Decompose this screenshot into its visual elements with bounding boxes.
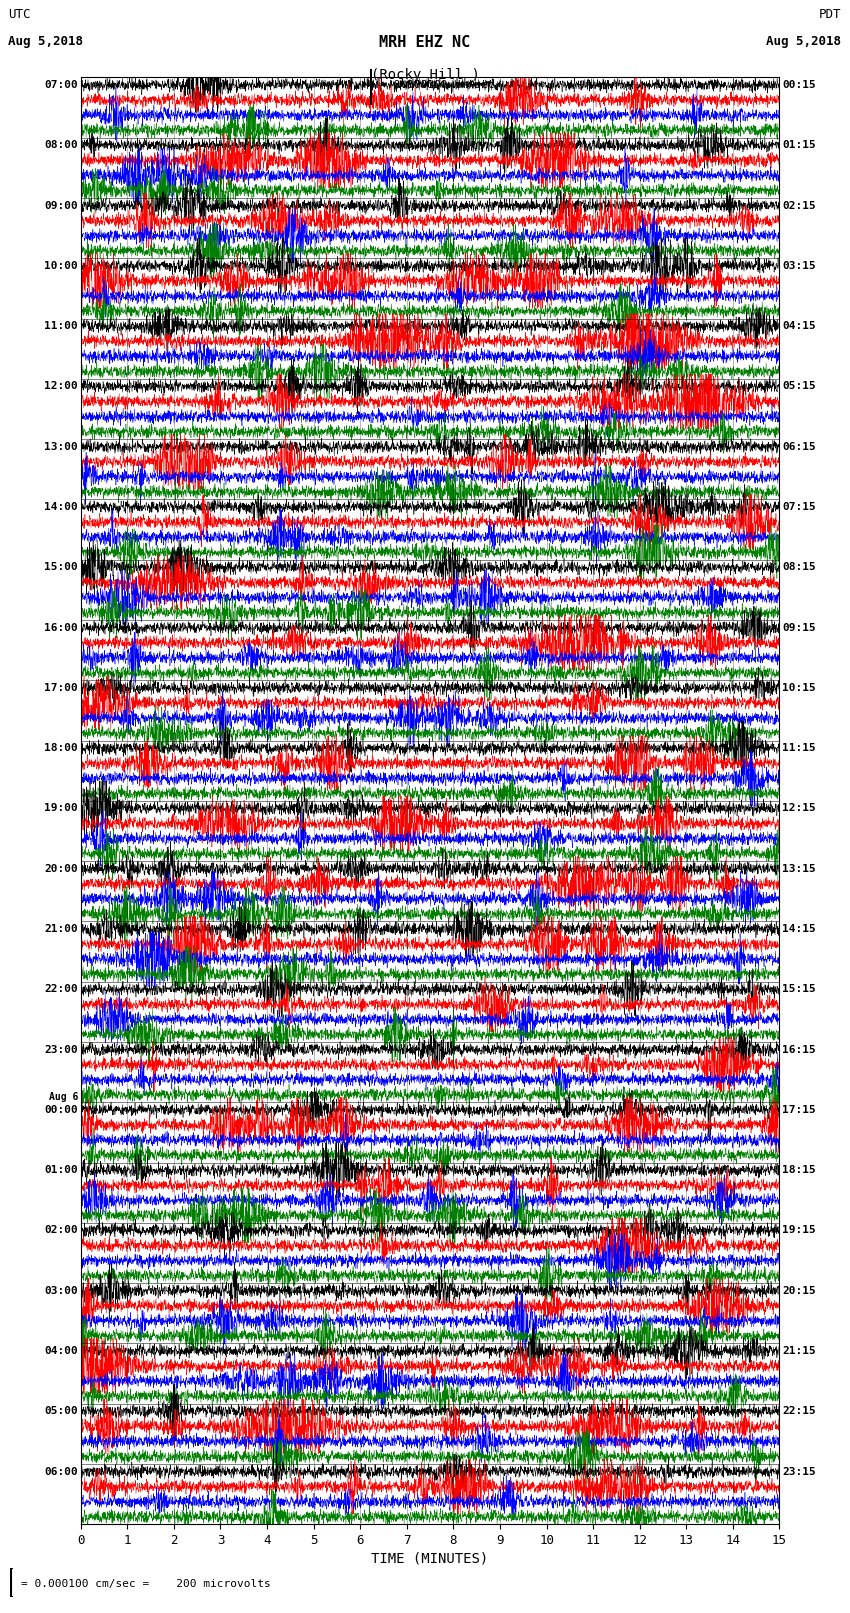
Text: 01:00: 01:00 [44,1165,78,1176]
Text: 03:00: 03:00 [44,1286,78,1295]
Text: 05:15: 05:15 [782,381,816,392]
Text: 21:15: 21:15 [782,1345,816,1357]
Text: 09:00: 09:00 [44,200,78,211]
Text: 20:15: 20:15 [782,1286,816,1295]
Text: 23:00: 23:00 [44,1045,78,1055]
Text: 11:00: 11:00 [44,321,78,331]
Text: Aug 5,2018: Aug 5,2018 [8,35,83,48]
Text: 18:15: 18:15 [782,1165,816,1176]
Text: PDT: PDT [819,8,842,21]
Text: = 0.000100 cm/sec: = 0.000100 cm/sec [380,81,495,90]
Text: MRH EHZ NC: MRH EHZ NC [379,35,471,50]
Text: 00:00: 00:00 [44,1105,78,1115]
Text: 20:00: 20:00 [44,863,78,874]
Text: 16:00: 16:00 [44,623,78,632]
Text: 05:00: 05:00 [44,1407,78,1416]
Text: 08:00: 08:00 [44,140,78,150]
Text: 01:15: 01:15 [782,140,816,150]
Text: = 0.000100 cm/sec =    200 microvolts: = 0.000100 cm/sec = 200 microvolts [21,1579,271,1589]
Text: 04:00: 04:00 [44,1345,78,1357]
Text: Aug 5,2018: Aug 5,2018 [767,35,842,48]
Text: 02:15: 02:15 [782,200,816,211]
Text: 03:15: 03:15 [782,261,816,271]
Text: 13:00: 13:00 [44,442,78,452]
Text: 14:15: 14:15 [782,924,816,934]
Text: 14:00: 14:00 [44,502,78,511]
Text: 13:15: 13:15 [782,863,816,874]
Text: 17:00: 17:00 [44,682,78,694]
Text: 21:00: 21:00 [44,924,78,934]
Text: (Rocky Hill ): (Rocky Hill ) [371,68,479,82]
Text: 00:15: 00:15 [782,81,816,90]
Text: 15:15: 15:15 [782,984,816,994]
Text: 09:15: 09:15 [782,623,816,632]
Text: 19:00: 19:00 [44,803,78,813]
X-axis label: TIME (MINUTES): TIME (MINUTES) [371,1552,489,1565]
Text: 18:00: 18:00 [44,744,78,753]
Text: 22:15: 22:15 [782,1407,816,1416]
Text: 06:00: 06:00 [44,1466,78,1476]
Text: 17:15: 17:15 [782,1105,816,1115]
Text: 15:00: 15:00 [44,563,78,573]
Text: 07:00: 07:00 [44,81,78,90]
Text: 16:15: 16:15 [782,1045,816,1055]
Text: 12:00: 12:00 [44,381,78,392]
Text: 06:15: 06:15 [782,442,816,452]
Text: 12:15: 12:15 [782,803,816,813]
Text: Aug 6: Aug 6 [48,1092,78,1102]
Text: 04:15: 04:15 [782,321,816,331]
Text: 11:15: 11:15 [782,744,816,753]
Text: 10:15: 10:15 [782,682,816,694]
Text: 10:00: 10:00 [44,261,78,271]
Text: 07:15: 07:15 [782,502,816,511]
Text: 22:00: 22:00 [44,984,78,994]
Text: UTC: UTC [8,8,31,21]
Text: 23:15: 23:15 [782,1466,816,1476]
Text: 19:15: 19:15 [782,1226,816,1236]
Text: 02:00: 02:00 [44,1226,78,1236]
Text: 08:15: 08:15 [782,563,816,573]
